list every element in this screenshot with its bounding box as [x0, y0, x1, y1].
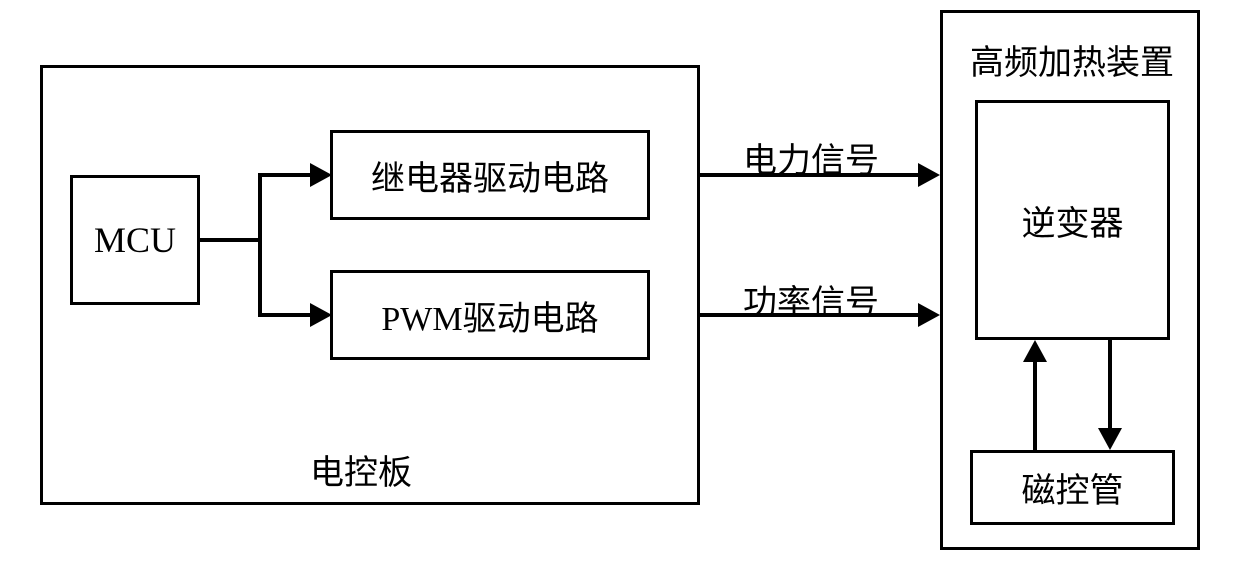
arrowhead-relay-heater [918, 163, 940, 187]
power-signal-label: 电力信号 [743, 133, 879, 182]
control-board-label: 电控板 [310, 445, 412, 494]
magnetron-label: 磁控管 [1022, 463, 1124, 512]
pwm-driver-label: PWM驱动电路 [381, 291, 598, 340]
pwr-signal-label: 功率信号 [743, 275, 879, 324]
relay-driver-box: 继电器驱动电路 [330, 130, 650, 220]
pwm-driver-box: PWM驱动电路 [330, 270, 650, 360]
inverter-label: 逆变器 [1022, 196, 1124, 245]
heater-device-label: 高频加热装置 [970, 35, 1174, 84]
relay-driver-label: 继电器驱动电路 [371, 151, 609, 200]
arrowhead-pwm-heater [918, 303, 940, 327]
mcu-label: MCU [94, 219, 176, 261]
magnetron-box: 磁控管 [970, 450, 1175, 525]
mcu-box: MCU [70, 175, 200, 305]
inverter-box: 逆变器 [975, 100, 1170, 340]
